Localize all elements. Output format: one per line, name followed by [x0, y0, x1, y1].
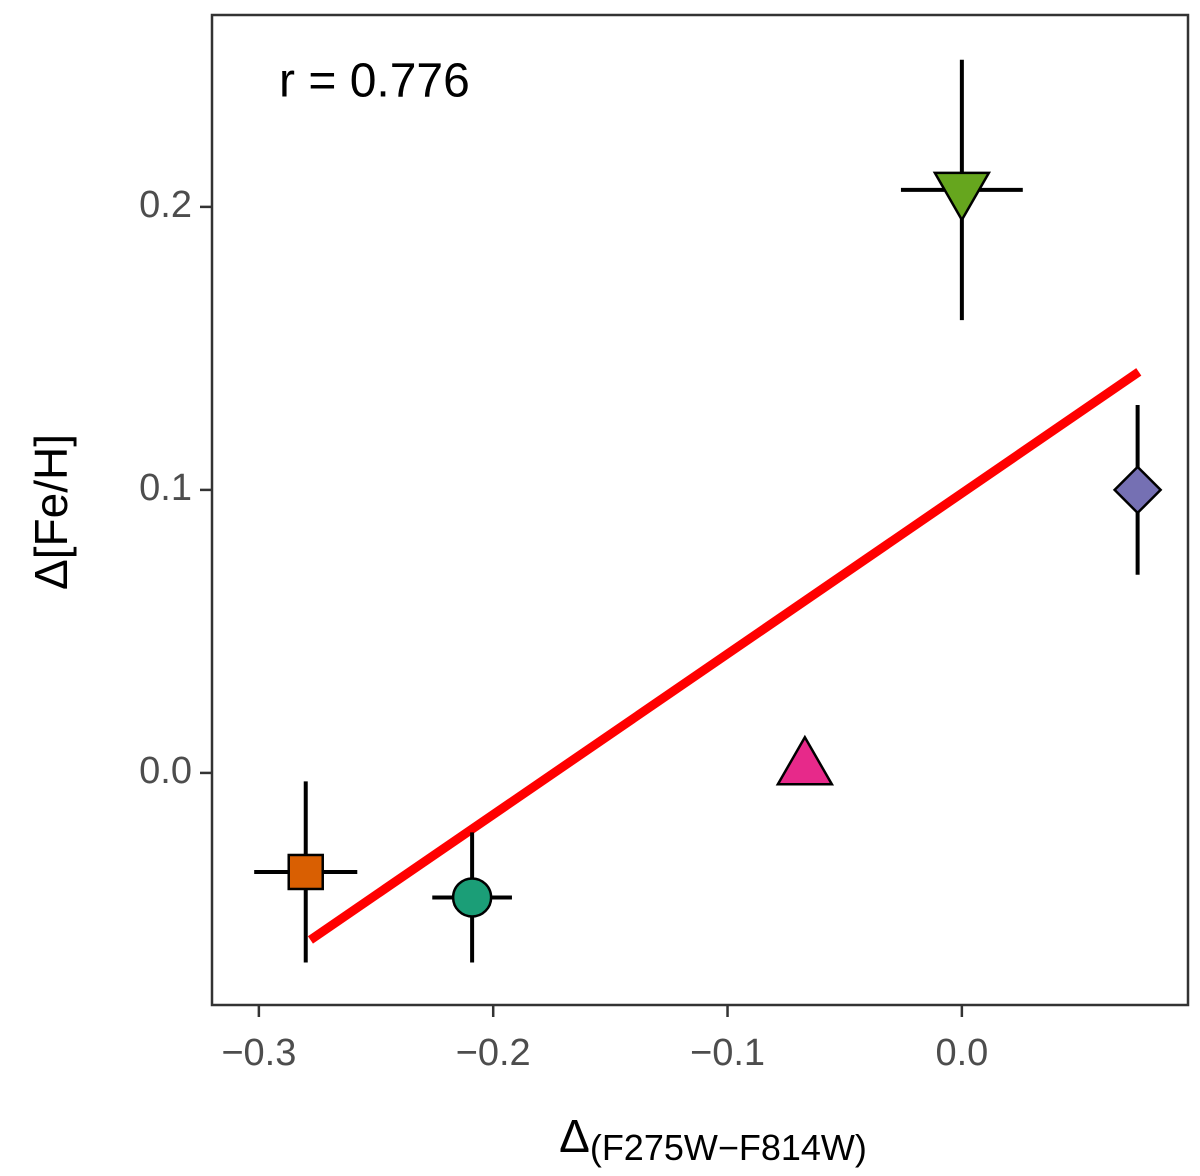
- marker: [451, 877, 493, 918]
- x-tick-label: −0.2: [456, 1032, 531, 1074]
- x-tick-label: 0.0: [935, 1032, 988, 1074]
- y-tick-label: 0.0: [139, 750, 192, 792]
- fit-line: [307, 368, 1142, 944]
- panel-border: [210, 13, 1190, 1007]
- y-axis-title: Δ[Fe/H]: [25, 434, 77, 590]
- y-tick-label: 0.1: [139, 467, 192, 509]
- x-axis-title: Δ(F275W−F814W): [559, 1110, 867, 1167]
- marker: [1112, 465, 1163, 515]
- x-axis-symbol: Δ: [559, 1110, 590, 1162]
- x-tick-label: −0.1: [690, 1032, 765, 1074]
- x-tick-label: −0.3: [221, 1032, 296, 1074]
- x-axis-subscript: (F275W−F814W): [590, 1127, 867, 1168]
- marker: [775, 734, 835, 786]
- marker: [932, 171, 992, 223]
- y-tick-label: 0.2: [139, 184, 192, 226]
- marker: [287, 853, 324, 891]
- annotation: r = 0.776: [279, 55, 470, 108]
